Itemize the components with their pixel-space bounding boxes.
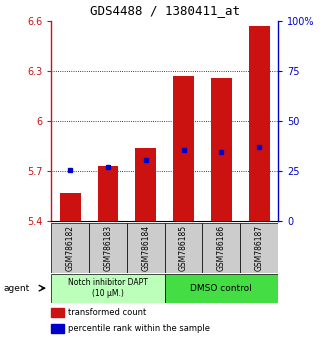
- Title: GDS4488 / 1380411_at: GDS4488 / 1380411_at: [90, 4, 240, 17]
- Text: GSM786182: GSM786182: [66, 225, 75, 271]
- Bar: [89, 223, 127, 273]
- Bar: [60, 193, 80, 221]
- Text: GSM786185: GSM786185: [179, 225, 188, 271]
- Bar: [135, 148, 156, 221]
- Bar: [51, 324, 64, 333]
- Bar: [240, 223, 278, 273]
- Bar: [51, 223, 89, 273]
- Bar: [51, 274, 165, 303]
- Text: GSM786187: GSM786187: [255, 225, 264, 271]
- Bar: [165, 223, 203, 273]
- Bar: [98, 166, 118, 221]
- Text: agent: agent: [3, 284, 29, 293]
- Bar: [173, 76, 194, 221]
- Bar: [249, 26, 269, 221]
- Text: transformed count: transformed count: [68, 308, 147, 317]
- Text: percentile rank within the sample: percentile rank within the sample: [68, 324, 210, 333]
- Bar: [51, 308, 64, 317]
- Text: Notch inhibitor DAPT
(10 μM.): Notch inhibitor DAPT (10 μM.): [68, 279, 148, 298]
- Bar: [165, 274, 278, 303]
- Bar: [127, 223, 165, 273]
- Text: GSM786184: GSM786184: [141, 225, 150, 271]
- Bar: [203, 223, 240, 273]
- Text: GSM786186: GSM786186: [217, 225, 226, 271]
- Bar: [211, 78, 232, 221]
- Text: GSM786183: GSM786183: [104, 225, 113, 271]
- Text: DMSO control: DMSO control: [190, 284, 252, 293]
